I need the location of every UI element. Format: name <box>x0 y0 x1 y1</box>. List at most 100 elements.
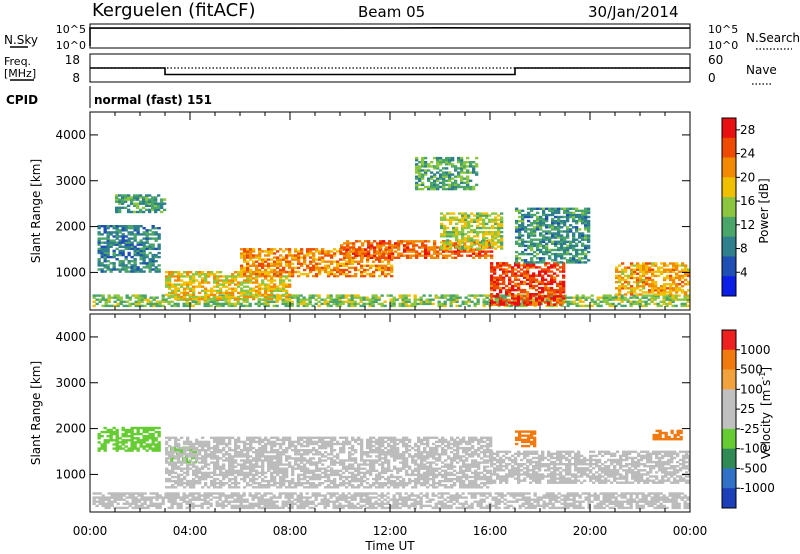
echo-cell <box>553 266 557 269</box>
echo-cell <box>183 281 187 284</box>
echo-cell <box>198 291 202 295</box>
echo-cell <box>647 504 651 508</box>
echo-cell <box>92 296 96 299</box>
echo-cell <box>112 239 116 242</box>
echo-cell <box>365 506 369 510</box>
echo-cell <box>629 296 633 299</box>
echo-cell <box>269 300 273 303</box>
echo-cell <box>494 212 498 215</box>
echo-cell <box>392 500 396 503</box>
echo-cell <box>449 212 453 215</box>
echo-cell <box>255 272 259 276</box>
echo-cell <box>590 304 594 308</box>
echo-cell <box>524 248 528 252</box>
echo-cell <box>110 500 114 503</box>
echo-cell <box>556 299 560 302</box>
echo-cell <box>448 254 452 257</box>
echo-cell <box>388 254 392 257</box>
echo-cell <box>494 502 498 505</box>
echo-cell <box>551 213 555 217</box>
echo-cell <box>412 244 416 247</box>
echo-cell <box>270 268 274 272</box>
echo-cell <box>449 241 453 244</box>
echo-cell <box>182 302 186 306</box>
echo-cell <box>521 226 525 229</box>
echo-cell <box>518 226 522 229</box>
echo-cell <box>539 504 543 508</box>
echo-cell <box>287 498 291 501</box>
echo-cell <box>101 304 105 308</box>
echo-cell <box>312 252 316 255</box>
echo-cell <box>470 239 474 242</box>
echo-cell <box>130 268 134 271</box>
nsky-panel: N.Sky 10^5 10^0 10^5 10^0 N.Search <box>4 23 800 52</box>
echo-cell <box>473 220 477 223</box>
echo-cell <box>270 287 274 290</box>
echo-cell <box>106 435 110 438</box>
echo-cell <box>512 492 516 495</box>
echo-cell <box>251 504 255 508</box>
echo-cell <box>157 208 161 212</box>
echo-cell <box>653 298 657 301</box>
echo-cell <box>494 222 498 226</box>
echo-cell <box>378 250 382 253</box>
echo-cell <box>433 185 437 189</box>
echo-cell <box>630 268 634 271</box>
echo-cell <box>427 165 431 168</box>
echo-cell <box>246 252 250 255</box>
echo-cell <box>553 272 557 275</box>
echo-cell <box>461 212 465 215</box>
echo-cell <box>103 253 107 257</box>
echo-cell <box>115 268 119 271</box>
echo-cell <box>130 227 134 230</box>
echo-cell <box>305 498 309 501</box>
echo-cell <box>142 266 146 269</box>
echo-cell <box>560 236 564 239</box>
echo-cell <box>566 228 570 231</box>
echo-cell <box>359 506 363 510</box>
echo-cell <box>416 302 420 306</box>
echo-cell <box>527 215 531 219</box>
echo-cell <box>133 270 137 273</box>
echo-cell <box>517 274 521 277</box>
echo-cell <box>145 229 149 232</box>
echo-cell <box>140 496 144 499</box>
echo-cell <box>638 300 642 303</box>
echo-cell <box>433 246 437 249</box>
echo-cell <box>482 298 486 301</box>
echo-cell <box>279 258 283 261</box>
echo-cell <box>476 214 480 217</box>
echo-cell <box>479 222 483 226</box>
echo-cell <box>645 268 649 271</box>
echo-cell <box>535 278 539 281</box>
echo-cell <box>152 502 156 505</box>
echo-cell <box>454 165 458 168</box>
y-tick-label: 2000 <box>55 220 86 234</box>
echo-cell <box>260 500 264 503</box>
echo-cell <box>553 280 557 284</box>
echo-cell <box>533 222 537 225</box>
echo-cell <box>113 300 117 303</box>
echo-cell <box>544 264 548 267</box>
echo-cell <box>650 300 654 303</box>
echo-cell <box>645 262 649 265</box>
echo-cell <box>542 234 546 237</box>
echo-cell <box>384 250 388 253</box>
echo-cell <box>240 281 244 284</box>
echo-cell <box>517 303 521 306</box>
echo-cell <box>674 498 678 501</box>
echo-cell <box>479 498 483 501</box>
echo-cell <box>505 284 509 288</box>
echo-cell <box>161 500 165 503</box>
echo-cell <box>118 268 122 271</box>
echo-cell <box>179 498 183 501</box>
echo-cell <box>160 206 164 209</box>
echo-cell <box>401 300 405 303</box>
echo-cell <box>395 500 399 503</box>
echo-cell <box>352 242 356 245</box>
echo-cell <box>615 266 619 269</box>
echo-cell <box>349 250 353 253</box>
echo-cell <box>404 500 408 503</box>
echo-cell <box>246 285 250 288</box>
echo-cell <box>409 248 413 251</box>
